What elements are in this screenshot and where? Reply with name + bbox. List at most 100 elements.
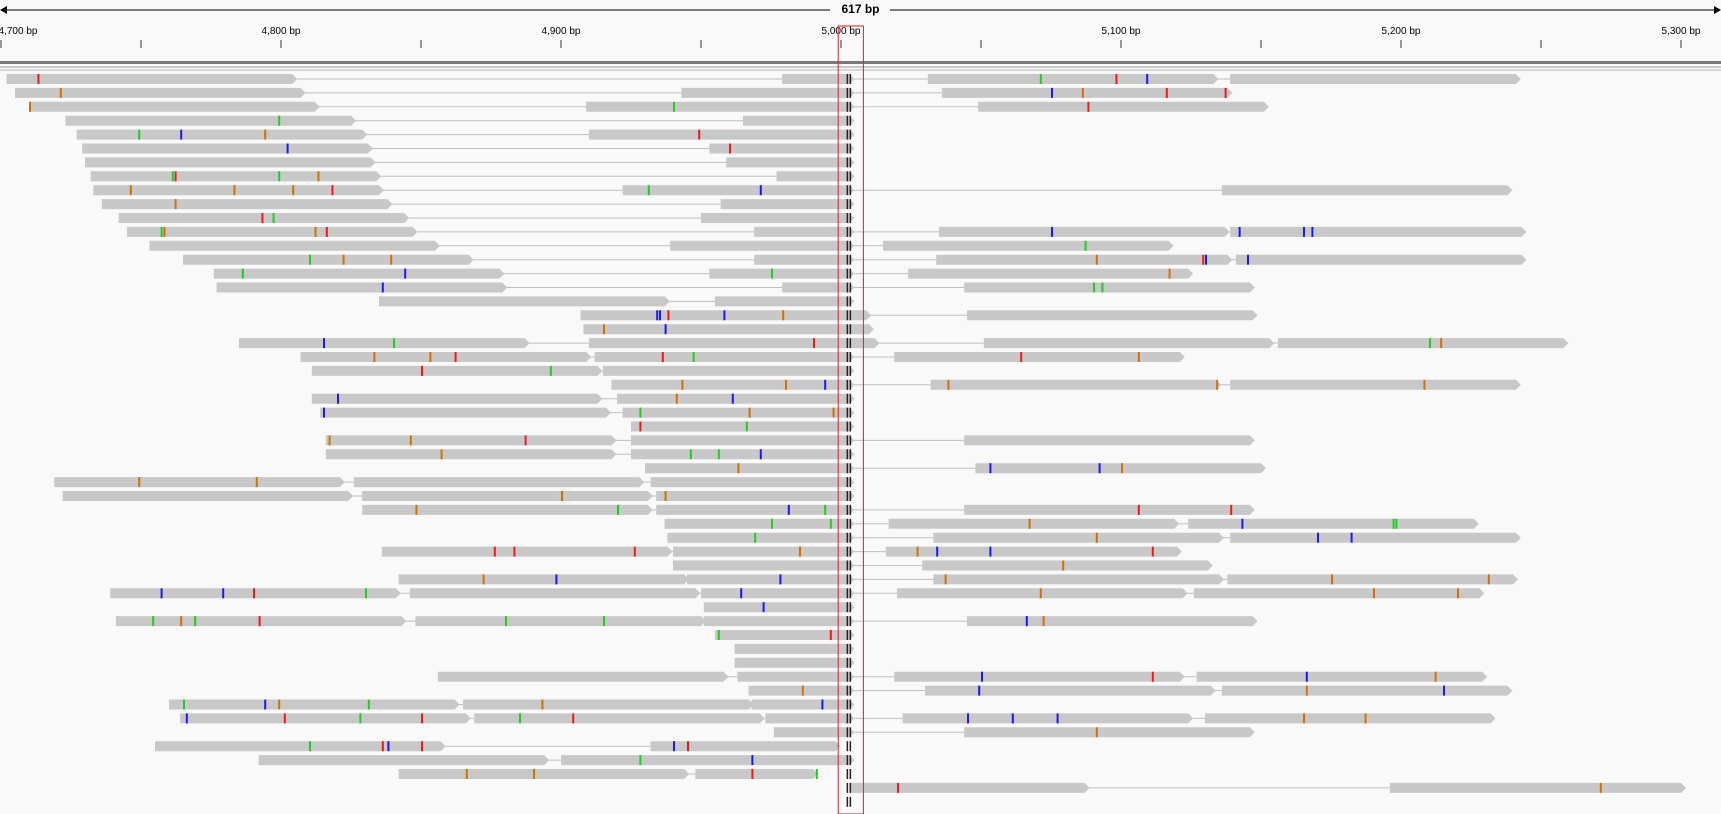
- read-segment[interactable]: [1235, 254, 1527, 265]
- read-segment[interactable]: [667, 532, 855, 543]
- read-segment[interactable]: [701, 213, 855, 223]
- read-segment[interactable]: [15, 87, 306, 98]
- read-segment[interactable]: [583, 324, 874, 335]
- read-segment[interactable]: [978, 101, 1269, 112]
- read-segment[interactable]: [258, 755, 550, 766]
- read-segment[interactable]: [362, 504, 653, 515]
- read-segment[interactable]: [149, 240, 440, 251]
- read-segment[interactable]: [54, 477, 345, 488]
- read-segment[interactable]: [115, 616, 407, 627]
- read-segment[interactable]: [362, 491, 653, 501]
- read-segment[interactable]: [894, 671, 1185, 682]
- read-segment[interactable]: [1230, 532, 1521, 543]
- read-segment[interactable]: [586, 101, 855, 112]
- read-segment[interactable]: [673, 560, 855, 571]
- read-segment[interactable]: [398, 574, 690, 585]
- read-segment[interactable]: [311, 393, 603, 404]
- read-segment[interactable]: [933, 574, 1224, 585]
- read-segment[interactable]: [101, 199, 393, 210]
- read-segment[interactable]: [379, 296, 670, 307]
- read-segment[interactable]: [603, 365, 855, 376]
- read-segment[interactable]: [213, 268, 505, 279]
- read-segment[interactable]: [726, 157, 855, 168]
- read-segment[interactable]: [1196, 671, 1488, 682]
- read-segment[interactable]: [398, 769, 690, 779]
- read-segment[interactable]: [908, 268, 1194, 279]
- read-segment[interactable]: [1230, 226, 1527, 237]
- read-segment[interactable]: [715, 296, 855, 307]
- read-segment[interactable]: [589, 129, 855, 140]
- read-segment[interactable]: [709, 143, 855, 154]
- read-segment[interactable]: [617, 393, 855, 404]
- read-segment[interactable]: [754, 226, 855, 237]
- read-segment[interactable]: [751, 699, 855, 710]
- read-segment[interactable]: [300, 352, 592, 362]
- read-segment[interactable]: [1221, 685, 1513, 696]
- read-segment[interactable]: [883, 240, 1174, 251]
- read-segment[interactable]: [353, 477, 645, 488]
- read-segment[interactable]: [82, 143, 373, 154]
- read-segment[interactable]: [311, 365, 603, 376]
- read-segment[interactable]: [1221, 185, 1513, 196]
- read-segment[interactable]: [885, 546, 1182, 557]
- read-segment[interactable]: [765, 713, 855, 724]
- read-segment[interactable]: [941, 87, 1233, 98]
- read-segment[interactable]: [782, 282, 855, 293]
- read-segment[interactable]: [183, 254, 474, 265]
- read-segment[interactable]: [656, 504, 855, 515]
- read-segment[interactable]: [1389, 782, 1686, 793]
- read-segment[interactable]: [715, 630, 855, 640]
- read-segment[interactable]: [927, 74, 1219, 84]
- read-segment[interactable]: [381, 546, 673, 557]
- read-segment[interactable]: [1188, 518, 1479, 529]
- read-segment[interactable]: [936, 254, 1233, 265]
- read-segment[interactable]: [748, 685, 855, 696]
- read-segment[interactable]: [964, 727, 1255, 738]
- read-segment[interactable]: [239, 338, 530, 349]
- read-segment[interactable]: [902, 713, 1194, 724]
- region-of-interest-box[interactable]: [837, 25, 864, 814]
- read-segment[interactable]: [656, 491, 855, 501]
- read-segment[interactable]: [897, 588, 1188, 599]
- read-segment[interactable]: [776, 171, 855, 182]
- read-segment[interactable]: [561, 755, 855, 766]
- read-segment[interactable]: [773, 727, 855, 738]
- read-segment[interactable]: [631, 435, 855, 446]
- read-segment[interactable]: [93, 185, 385, 196]
- read-segment[interactable]: [169, 699, 460, 710]
- read-segment[interactable]: [664, 518, 855, 529]
- read-segment[interactable]: [673, 546, 855, 557]
- read-segment[interactable]: [1277, 338, 1569, 349]
- read-segment[interactable]: [85, 157, 376, 168]
- read-segment[interactable]: [127, 226, 418, 237]
- read-segment[interactable]: [737, 671, 855, 682]
- read-segment[interactable]: [90, 171, 382, 182]
- read-segment[interactable]: [922, 560, 1213, 571]
- read-segment[interactable]: [650, 741, 841, 752]
- read-segment[interactable]: [6, 74, 298, 84]
- read-segment[interactable]: [589, 338, 880, 349]
- read-segment[interactable]: [409, 588, 701, 599]
- read-segment[interactable]: [754, 254, 855, 265]
- read-segment[interactable]: [1230, 74, 1521, 84]
- read-segment[interactable]: [925, 685, 1216, 696]
- read-segment[interactable]: [180, 713, 471, 724]
- read-segment[interactable]: [155, 741, 446, 752]
- read-segment[interactable]: [967, 310, 1258, 321]
- read-segment[interactable]: [743, 115, 855, 126]
- read-segment[interactable]: [29, 101, 320, 112]
- read-segment[interactable]: [734, 657, 855, 668]
- read-segment[interactable]: [320, 407, 611, 418]
- read-segment[interactable]: [650, 477, 855, 488]
- read-segment[interactable]: [782, 74, 855, 84]
- read-segment[interactable]: [687, 574, 855, 585]
- read-segment[interactable]: [703, 602, 855, 613]
- read-segment[interactable]: [1205, 713, 1496, 724]
- read-segment[interactable]: [703, 616, 855, 627]
- read-segment[interactable]: [622, 185, 855, 196]
- read-segment[interactable]: [118, 213, 410, 223]
- read-segment[interactable]: [645, 463, 855, 474]
- read-segment[interactable]: [930, 379, 1222, 390]
- read-segment[interactable]: [631, 449, 855, 460]
